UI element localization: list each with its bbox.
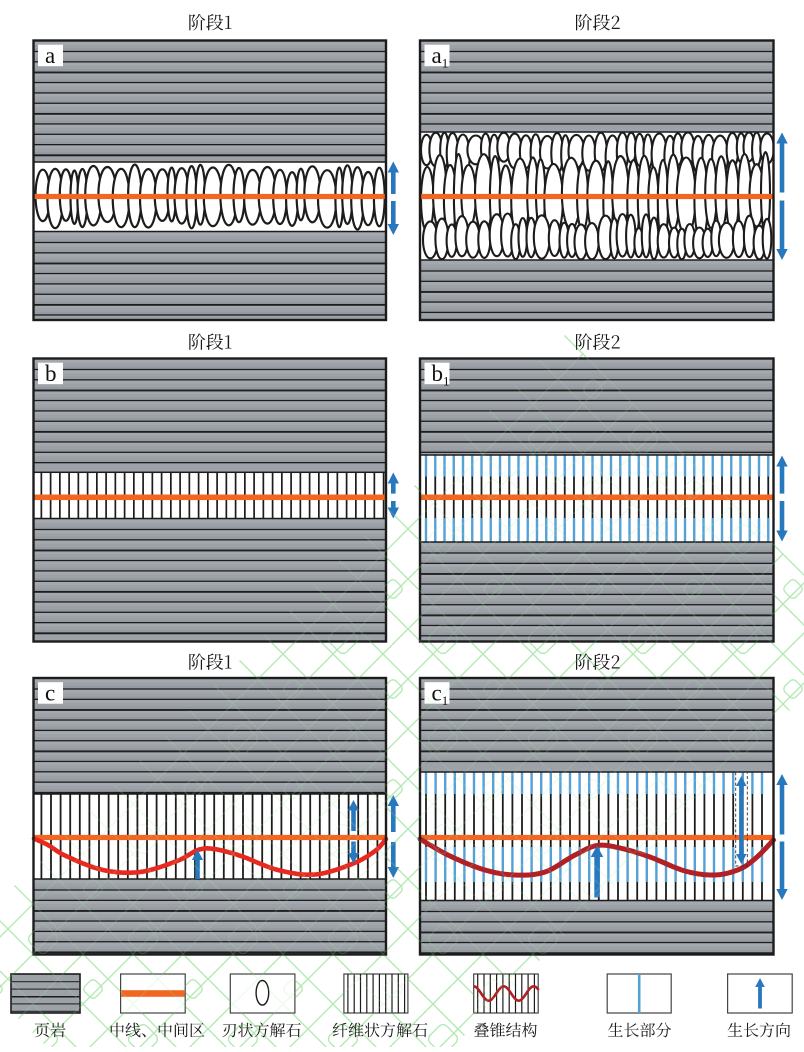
- svg-text:c: c: [45, 681, 55, 706]
- svg-text:b: b: [45, 361, 57, 386]
- svg-text:a: a: [45, 43, 55, 68]
